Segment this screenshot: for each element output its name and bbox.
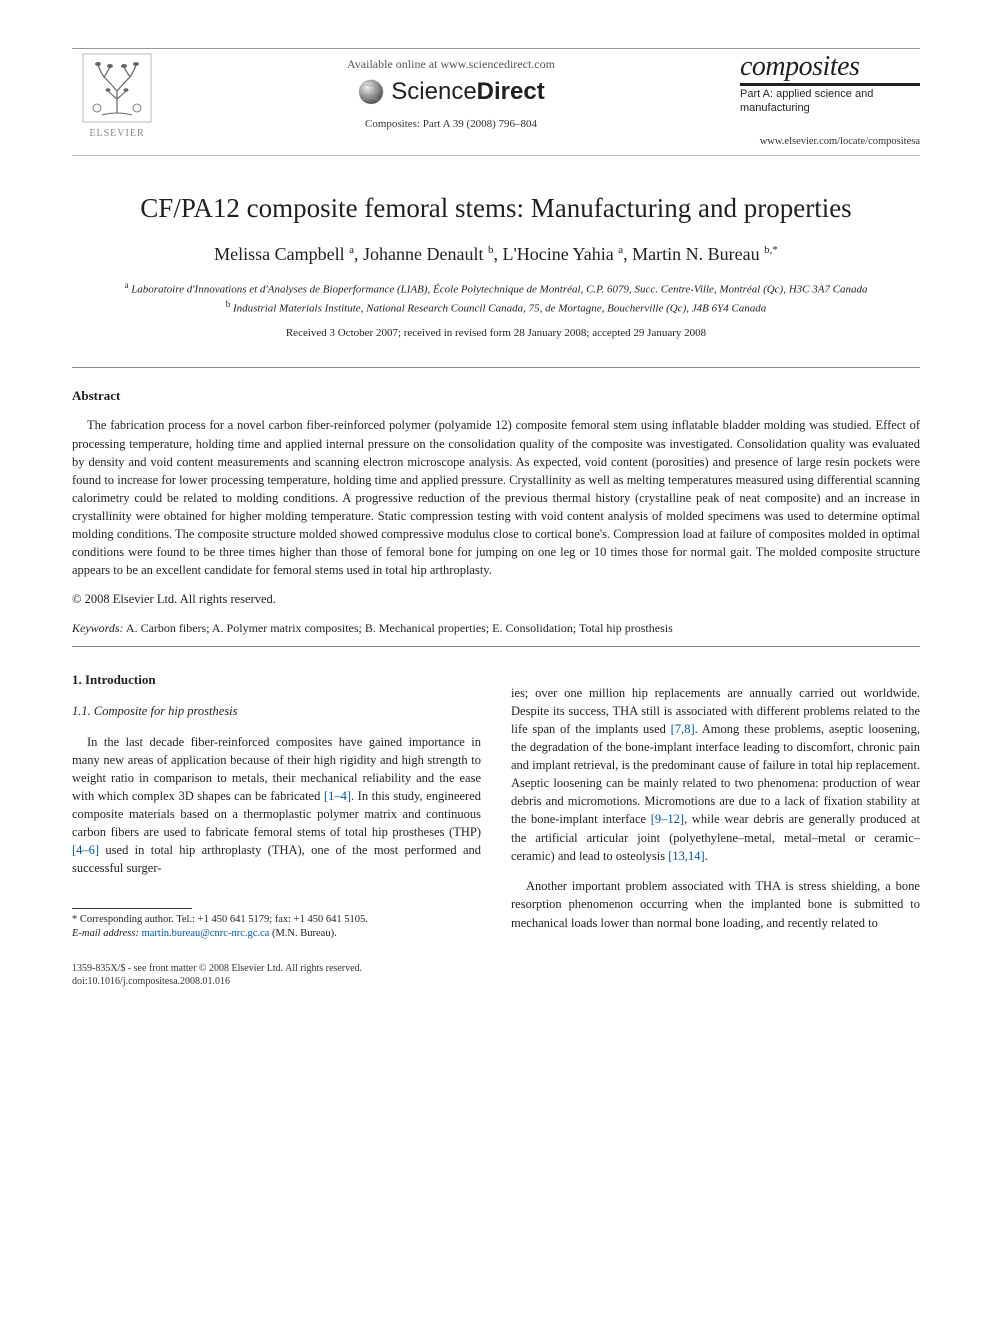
email-who: (M.N. Bureau). <box>272 928 337 939</box>
ref-link-13-14[interactable]: [13,14] <box>668 849 704 863</box>
affiliation-a: a Laboratoire d'Innovations et d'Analyse… <box>72 279 920 298</box>
col1-p1-c: used in total hip arthroplasty (THA), on… <box>72 843 481 875</box>
abstract-text: The fabrication process for a novel carb… <box>72 416 920 579</box>
abstract-bottom-rule <box>72 646 920 647</box>
column-left: 1. Introduction 1.1. Composite for hip p… <box>72 671 481 944</box>
email-line: E-mail address: martin.bureau@cnrc-nrc.g… <box>72 927 481 941</box>
ref-link-9-12[interactable]: [9–12] <box>651 812 684 826</box>
footnote-rule <box>72 908 192 909</box>
col2-para-1: ies; over one million hip replacements a… <box>511 684 920 865</box>
col1-para-1: In the last decade fiber-reinforced comp… <box>72 733 481 878</box>
affiliation-b: b Industrial Materials Institute, Nation… <box>72 298 920 317</box>
article-title: CF/PA12 composite femoral stems: Manufac… <box>72 192 920 224</box>
authors: Melissa Campbell a, Johanne Denault b, L… <box>72 244 920 265</box>
affiliation-b-text: Industrial Materials Institute, National… <box>233 303 766 315</box>
ref-link-1-4[interactable]: [1–4] <box>324 789 351 803</box>
section-1-heading: 1. Introduction <box>72 671 481 690</box>
journal-block: composites Part A: applied science and m… <box>740 53 920 147</box>
sd-text-2: Direct <box>477 78 545 105</box>
email-label: E-mail address: <box>72 928 139 939</box>
journal-subtitle: Part A: applied science and manufacturin… <box>740 88 920 116</box>
journal-url: www.elsevier.com/locate/compositesa <box>740 136 920 147</box>
ref-link-4-6[interactable]: [4–6] <box>72 843 99 857</box>
corresponding-footnote: * Corresponding author. Tel.: +1 450 641… <box>72 913 481 941</box>
email-link[interactable]: martin.bureau@cnrc-nrc.gc.ca <box>142 928 270 939</box>
footer-line-1: 1359-835X/$ - see front matter © 2008 El… <box>72 962 920 975</box>
citation-line: Composites: Part A 39 (2008) 796–804 <box>162 118 740 130</box>
available-online-text: Available online at www.sciencedirect.co… <box>162 57 740 72</box>
copyright-line: © 2008 Elsevier Ltd. All rights reserved… <box>72 592 920 607</box>
sciencedirect-icon <box>357 78 385 106</box>
header-row: ELSEVIER Available online at www.science… <box>72 53 920 147</box>
body-columns: 1. Introduction 1.1. Composite for hip p… <box>72 671 920 944</box>
col2-p1-d: . <box>705 849 708 863</box>
received-dates: Received 3 October 2007; received in rev… <box>72 327 920 339</box>
abstract-top-rule <box>72 367 920 368</box>
corresponding-line: * Corresponding author. Tel.: +1 450 641… <box>72 913 481 927</box>
publisher-name: ELSEVIER <box>72 128 162 139</box>
col2-para-2: Another important problem associated wit… <box>511 877 920 931</box>
sciencedirect-text: ScienceDirect <box>391 78 544 106</box>
sciencedirect-brand: ScienceDirect <box>162 78 740 106</box>
column-right: ies; over one million hip replacements a… <box>511 671 920 944</box>
col2-p1-b: . Among these problems, aseptic loosenin… <box>511 722 920 827</box>
keywords-label: Keywords: <box>72 621 124 635</box>
ref-link-7-8[interactable]: [7,8] <box>671 722 695 736</box>
abstract-heading: Abstract <box>72 388 920 404</box>
keywords: Keywords: A. Carbon fibers; A. Polymer m… <box>72 621 920 636</box>
elsevier-tree-icon <box>82 53 152 123</box>
page: ELSEVIER Available online at www.science… <box>0 0 992 1028</box>
top-rule <box>72 48 920 49</box>
footer-line-2: doi:10.1016/j.compositesa.2008.01.016 <box>72 975 920 988</box>
sd-text-1: Science <box>391 78 476 105</box>
center-header: Available online at www.sciencedirect.co… <box>162 53 740 130</box>
footer-bar: 1359-835X/$ - see front matter © 2008 El… <box>72 962 920 988</box>
header-bottom-rule <box>72 155 920 156</box>
publisher-logo-block: ELSEVIER <box>72 53 162 139</box>
section-1-1-heading: 1.1. Composite for hip prosthesis <box>72 702 481 720</box>
affiliations: a Laboratoire d'Innovations et d'Analyse… <box>72 279 920 317</box>
journal-title: composites <box>740 53 920 86</box>
keywords-text: A. Carbon fibers; A. Polymer matrix comp… <box>126 621 673 635</box>
affiliation-a-text: Laboratoire d'Innovations et d'Analyses … <box>131 284 867 296</box>
